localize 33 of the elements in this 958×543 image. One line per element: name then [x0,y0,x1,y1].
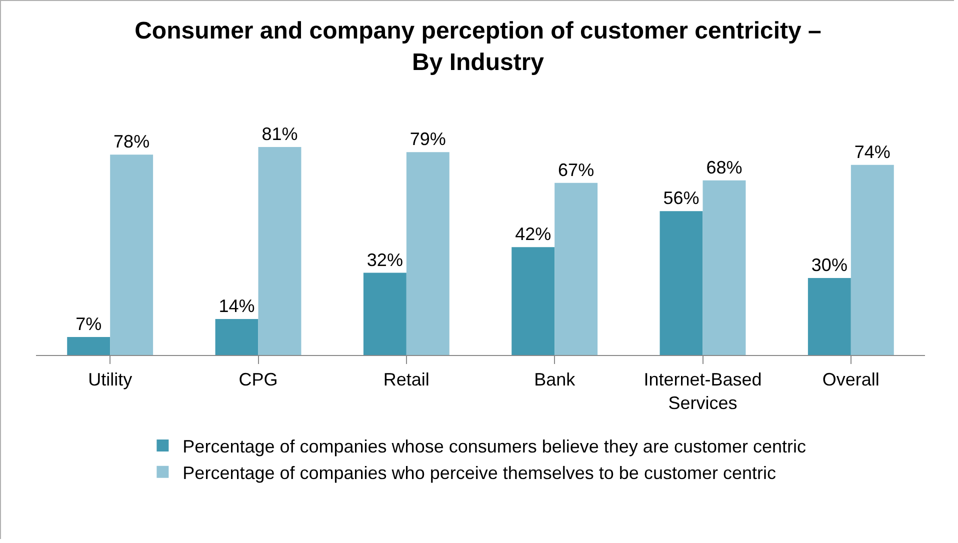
data-label: 68% [706,157,742,178]
x-tick-label: Internet-Based Services [644,370,762,413]
data-label: 67% [558,160,594,180]
x-tick-label: Retail [383,370,430,390]
data-label: 7% [76,314,102,334]
bar [660,211,703,355]
data-label: 81% [262,124,298,144]
bar [512,247,555,355]
x-tick-label: Utility [88,370,132,390]
data-label: 42% [515,224,552,244]
bar [363,272,406,355]
bar [215,319,258,355]
bar [258,146,302,355]
data-label: 14% [218,296,255,316]
data-label: 30% [811,254,848,275]
bar [702,180,746,355]
data-label: 56% [663,188,700,208]
legend-label: Percentage of companies who perceive themselves to be customer centric [182,462,776,483]
x-tick-label: Bank [534,370,576,390]
bar [67,337,110,355]
bar [110,154,154,355]
bar [406,152,450,355]
bar [554,182,598,355]
chart-title: Consumer and company perception of customer centricity – By Industry [134,18,822,76]
x-tick-label: Overall [822,370,880,390]
legend-label: Percentage of companies whose consumers believe they are customer centric [182,436,806,456]
data-label: 79% [410,129,446,150]
bar [808,278,851,355]
data-label: 74% [854,142,890,162]
x-tick-label: CPG [238,370,278,390]
bar [850,164,894,355]
data-label: 78% [114,132,150,152]
data-label: 32% [366,250,403,270]
